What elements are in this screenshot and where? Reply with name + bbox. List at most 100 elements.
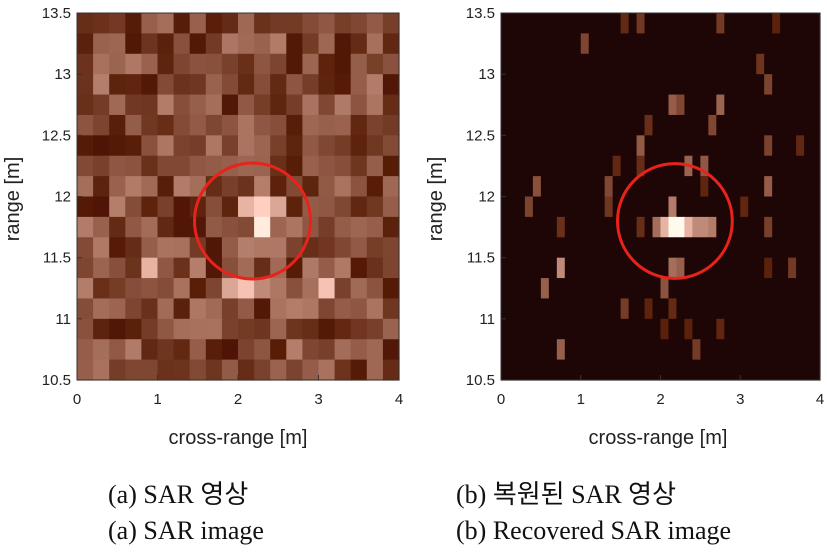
heatmap-cell — [221, 33, 239, 55]
heatmap-cell — [556, 176, 566, 198]
heatmap-cell — [508, 176, 518, 198]
heatmap-cell — [684, 94, 693, 116]
heatmap-cell — [588, 176, 598, 198]
heatmap-cell — [524, 278, 534, 300]
heatmap-cell — [157, 257, 175, 279]
heatmap-cell — [366, 155, 384, 177]
heatmap-cell — [572, 278, 582, 300]
heatmap-cell — [564, 33, 574, 55]
heatmap-cell — [692, 135, 701, 157]
heatmap-cell — [676, 114, 686, 136]
heatmap-cell — [189, 257, 207, 279]
heatmap-cell — [221, 13, 239, 34]
heatmap-cell — [270, 359, 287, 381]
heatmap-cell — [366, 339, 384, 361]
heatmap-cell — [772, 359, 781, 381]
heatmap-cell — [286, 13, 303, 34]
heatmap-cell — [596, 339, 606, 361]
heatmap-cell — [548, 135, 558, 157]
heatmap-cell — [189, 13, 207, 34]
heatmap-cell — [644, 176, 654, 198]
heatmap-cell — [254, 339, 271, 361]
heatmap-cell — [548, 74, 558, 96]
heatmap-cell — [524, 339, 534, 361]
heatmap-cell — [732, 13, 741, 34]
heatmap-cell — [796, 33, 805, 55]
heatmap-cell — [788, 298, 797, 320]
heatmap-cell — [708, 359, 717, 381]
heatmap-cell — [676, 13, 686, 34]
heatmap-cell — [254, 53, 271, 75]
caption-korean-a: (a) SAR 영상 — [108, 480, 249, 509]
heatmap-cell — [302, 339, 320, 361]
heatmap-cell — [334, 135, 352, 157]
heatmap-cell — [501, 114, 510, 136]
heatmap-cell — [501, 53, 510, 75]
heatmap-cell — [668, 196, 678, 218]
heatmap-cell — [189, 278, 207, 300]
heatmap-cell — [692, 298, 701, 320]
heatmap-cell — [141, 74, 159, 96]
heatmap-cell — [692, 176, 701, 198]
heatmap-cell — [141, 53, 159, 75]
heatmap-cell — [732, 155, 741, 177]
heatmap-cell — [748, 155, 757, 177]
x-tick-label: 4 — [816, 391, 824, 408]
heatmap-cell — [548, 53, 558, 75]
heatmap-cell — [238, 237, 255, 259]
heatmap-cell — [524, 94, 534, 116]
heatmap-cell — [524, 216, 534, 238]
heatmap-cell — [93, 257, 110, 279]
heatmap-cell — [532, 155, 542, 177]
heatmap-cell — [772, 278, 781, 300]
caption-english-a: (a) SAR image — [108, 516, 264, 545]
heatmap-cell — [612, 359, 622, 381]
heatmap-cell — [508, 33, 518, 55]
heatmap-cell — [796, 318, 805, 340]
heatmap-cell — [564, 135, 574, 157]
heatmap-cell — [708, 339, 717, 361]
heatmap-cell — [812, 33, 821, 55]
heatmap-cell — [756, 114, 765, 136]
heatmap-cell — [804, 318, 813, 340]
heatmap-cell — [238, 114, 255, 136]
heatmap-cell — [508, 155, 518, 177]
heatmap-cell — [764, 94, 773, 116]
heatmap-cell — [173, 114, 191, 136]
y-tick-label: 12.5 — [42, 127, 71, 144]
heatmap-cell — [780, 257, 789, 279]
heatmap-cell — [286, 318, 303, 340]
heatmap-cell — [668, 257, 678, 279]
heatmap-cell — [748, 33, 757, 55]
heatmap-cell — [764, 216, 773, 238]
heatmap-cell — [612, 257, 622, 279]
heatmap-cell — [254, 155, 271, 177]
heatmap-cell — [644, 359, 654, 381]
heatmap-cell — [302, 114, 320, 136]
heatmap-cell — [572, 74, 582, 96]
heatmap-cell — [620, 176, 630, 198]
heatmap-cell — [109, 135, 126, 157]
heatmap-cell — [668, 237, 678, 259]
heatmap-cell — [524, 298, 534, 320]
heatmap-cell — [93, 196, 110, 218]
heatmap-cell — [532, 196, 542, 218]
heatmap-cell — [141, 155, 159, 177]
heatmap-cell — [644, 53, 654, 75]
heatmap-cell — [724, 13, 733, 34]
heatmap-cell — [676, 257, 686, 279]
heatmap-cell — [125, 13, 142, 34]
heatmap-cell — [93, 278, 110, 300]
heatmap-cell — [270, 298, 287, 320]
heatmap-cell — [708, 278, 717, 300]
heatmap-cell — [796, 196, 805, 218]
heatmap-cell — [684, 196, 693, 218]
heatmap-cell — [780, 74, 789, 96]
heatmap-cell — [173, 13, 191, 34]
heatmap-cell — [604, 33, 614, 55]
heatmap-cell — [516, 359, 526, 381]
heatmap-cell — [628, 216, 638, 238]
heatmap-cell — [93, 33, 110, 55]
heatmap-cell — [286, 74, 303, 96]
heatmap-cell — [604, 94, 614, 116]
